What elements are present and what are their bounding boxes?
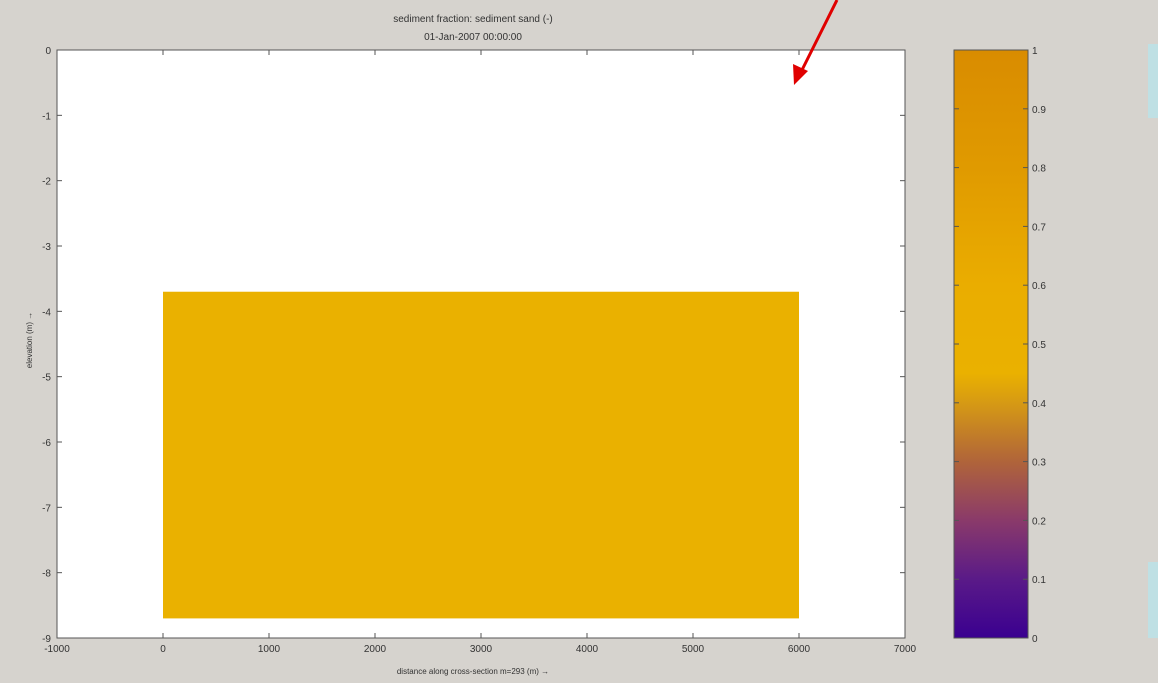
colorbar-tick-label: 0.1 bbox=[1032, 575, 1046, 586]
x-tick-label: 2000 bbox=[364, 644, 387, 655]
x-tick-label: 7000 bbox=[894, 644, 917, 655]
y-tick-label: -6 bbox=[42, 438, 51, 449]
chart-title: sediment fraction: sediment sand (-) bbox=[393, 14, 553, 25]
colorbar bbox=[953, 49, 1029, 639]
y-tick-label: -3 bbox=[42, 242, 51, 253]
x-tick-label: -1000 bbox=[44, 644, 70, 655]
colorbar-tick-label: 0.9 bbox=[1032, 105, 1046, 116]
side-panel-bottom bbox=[1148, 562, 1158, 638]
y-tick-label: -9 bbox=[42, 634, 51, 645]
y-tick-label: -7 bbox=[42, 503, 51, 514]
y-tick-label: -5 bbox=[42, 373, 51, 384]
x-tick-label: 0 bbox=[160, 644, 166, 655]
side-panel-top bbox=[1148, 44, 1158, 118]
x-axis-label: distance along cross-section m=293 (m) → bbox=[397, 667, 549, 676]
x-tick-label: 3000 bbox=[470, 644, 493, 655]
colorbar-tick-label: 0.3 bbox=[1032, 458, 1046, 469]
x-tick-label: 4000 bbox=[576, 644, 599, 655]
data-cell bbox=[163, 291, 799, 619]
y-tick-label: -2 bbox=[42, 177, 51, 188]
data-cells bbox=[163, 291, 799, 619]
x-tick-label: 1000 bbox=[258, 644, 281, 655]
colorbar-tick-label: 0.5 bbox=[1032, 340, 1046, 351]
colorbar-tick-label: 0.4 bbox=[1032, 399, 1046, 410]
colorbar-tick-label: 0.7 bbox=[1032, 222, 1046, 233]
colorbar-tick-label: 0 bbox=[1032, 634, 1038, 645]
y-tick-label: 0 bbox=[45, 46, 51, 57]
y-tick-label: -4 bbox=[42, 307, 51, 318]
y-tick-label: -8 bbox=[42, 569, 51, 580]
colorbar-tick-label: 0.6 bbox=[1032, 281, 1046, 292]
x-axis-ticks: -1000 0 1000 2000 3000 4000 5000 6000 7000 bbox=[44, 50, 917, 655]
chart-subtitle: 01-Jan-2007 00:00:00 bbox=[424, 32, 522, 43]
annotation-arrow bbox=[793, 0, 839, 85]
colorbar-tick-label: 0.2 bbox=[1032, 516, 1046, 527]
y-axis-ticks: 0 -1 -2 -3 -4 -5 -6 -7 -8 -9 bbox=[42, 46, 905, 645]
colorbar-tick-label: 1 bbox=[1032, 46, 1038, 57]
colorbar-tick-label: 0.8 bbox=[1032, 164, 1046, 175]
colorbar-ticks: 0 0.1 0.2 0.3 0.4 0.5 0.6 0.7 0.8 0.9 1 bbox=[954, 46, 1046, 645]
x-tick-label: 6000 bbox=[788, 644, 811, 655]
x-tick-label: 5000 bbox=[682, 644, 705, 655]
y-axis-label: elevation (m) → bbox=[25, 312, 34, 368]
y-tick-label: -1 bbox=[42, 111, 51, 122]
